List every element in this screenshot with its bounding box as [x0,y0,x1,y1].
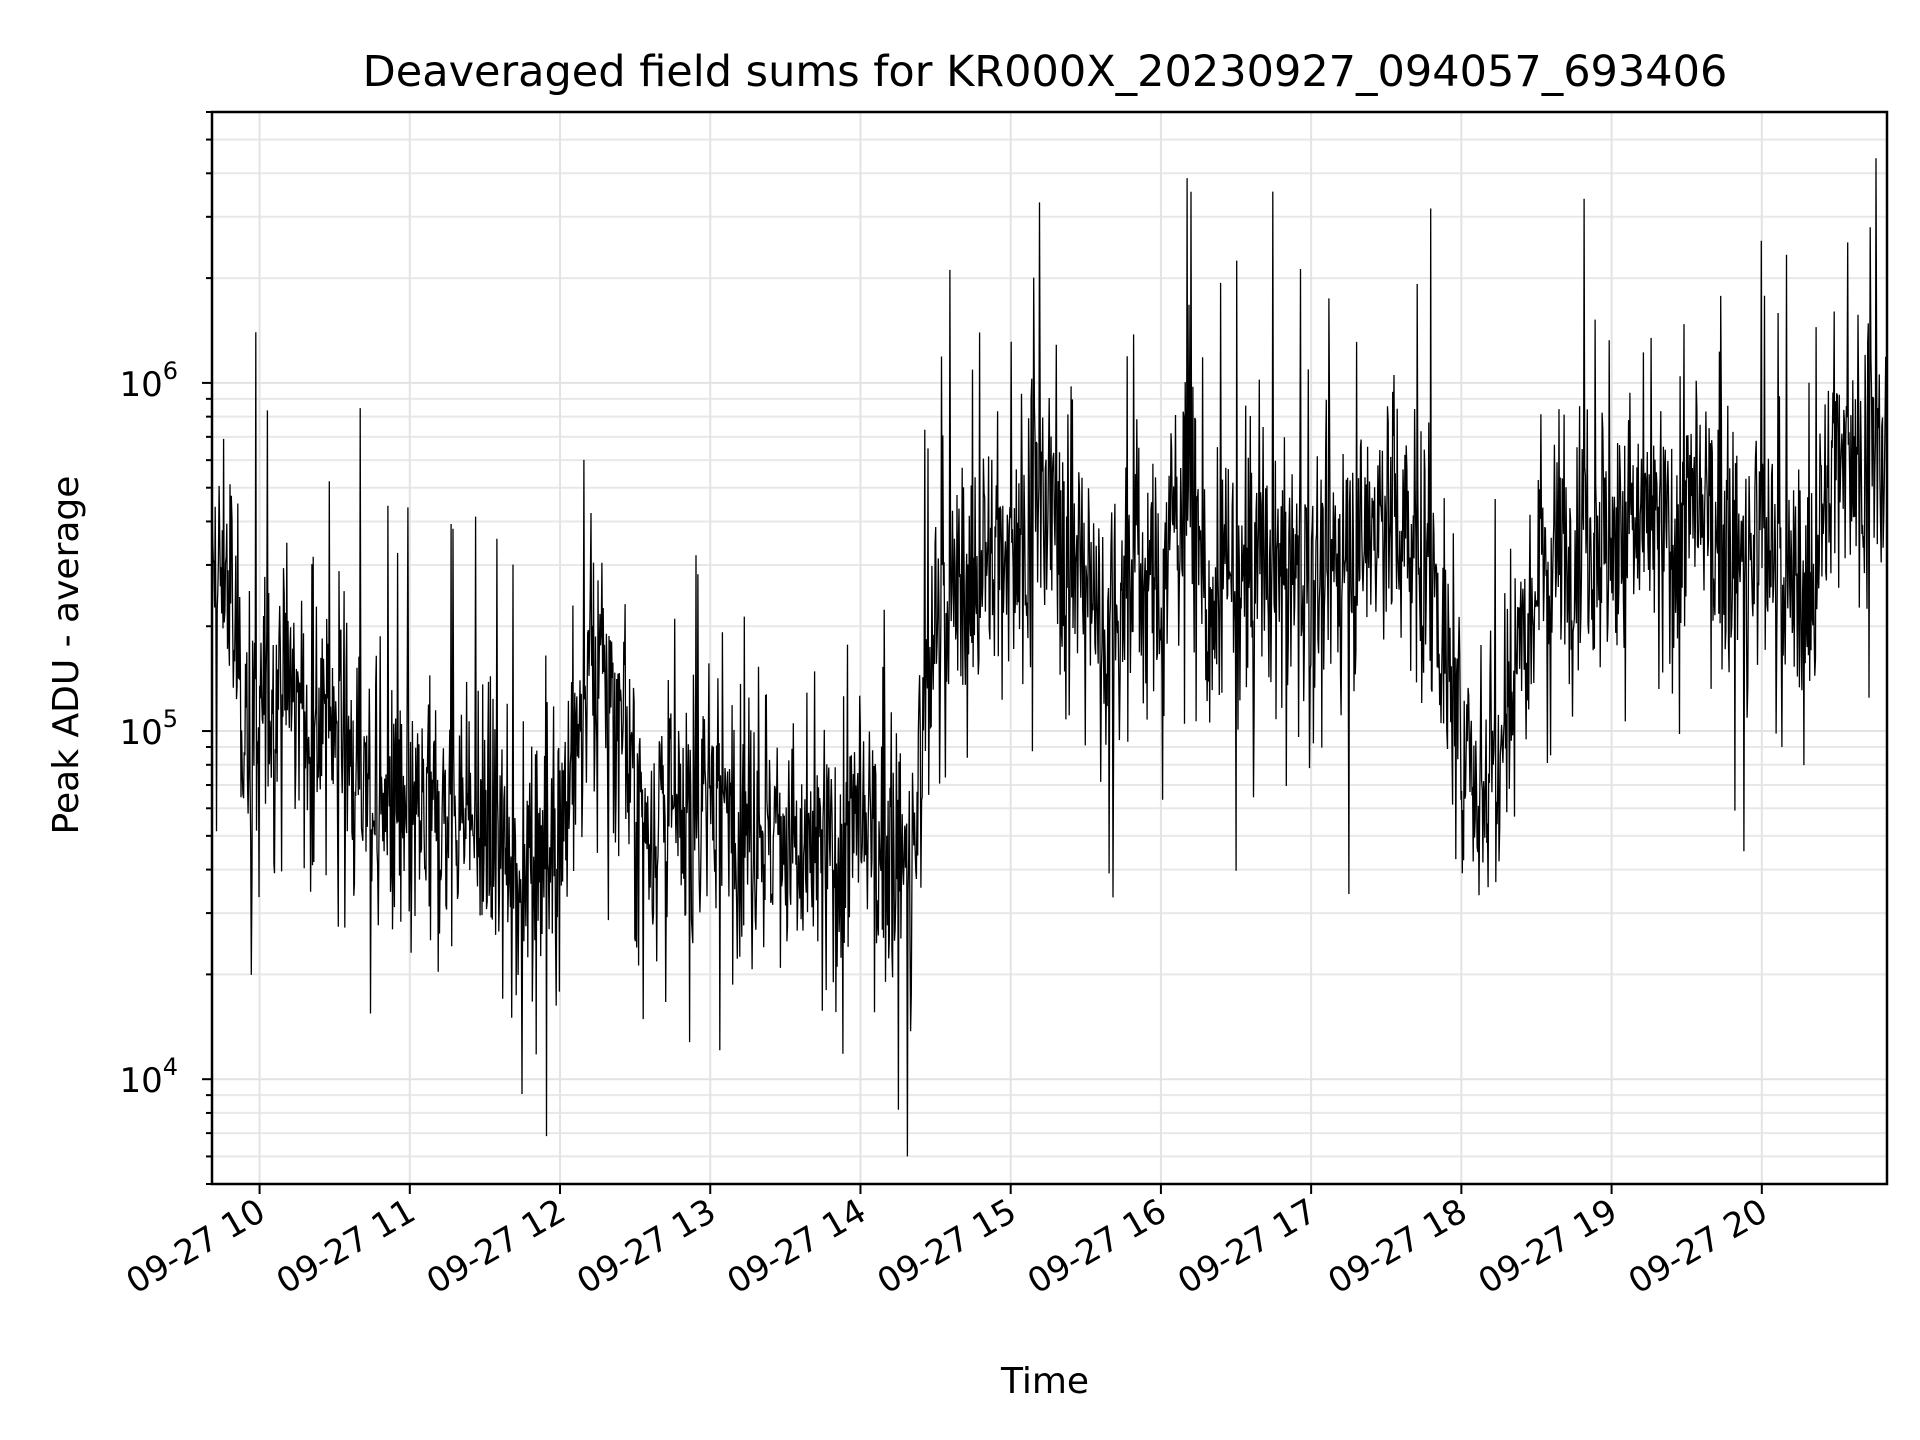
x-tick-label: 09-27 16 [1021,1191,1173,1302]
data-series [211,158,1888,1157]
series-line [211,158,1888,1157]
x-tick-label: 09-27 14 [721,1191,873,1302]
y-tick-exponent: 4 [163,1053,178,1081]
x-tick-label: 09-27 19 [1472,1191,1624,1302]
y-tick-exponent: 5 [163,705,178,733]
y-tick-label: 106 [119,357,178,405]
y-tick-base: 10 [119,713,162,753]
y-axis-label: Peak ADU - average [46,476,87,835]
y-tick-base: 10 [119,365,162,405]
plot-frame [210,110,1889,1186]
x-tick-label: 09-27 12 [420,1191,572,1302]
y-tick-label: 104 [119,1053,178,1101]
x-tick-label: 09-27 17 [1171,1191,1323,1302]
x-axis-label: Time [1000,1361,1089,1402]
x-tick-label: 09-27 11 [270,1191,422,1302]
x-tick-label: 09-27 15 [871,1191,1023,1302]
x-tick-label: 09-27 18 [1321,1191,1473,1302]
y-tick-exponent: 6 [163,357,178,385]
y-tick-label: 105 [119,705,178,753]
x-tick-label: 09-27 10 [120,1191,272,1302]
y-tick-base: 10 [119,1061,162,1101]
chart-title: Deaveraged field sums for KR000X_2023092… [363,47,1728,97]
x-tick-label: 09-27 13 [570,1191,722,1302]
grid-lines [212,111,1887,1185]
x-tick-label: 09-27 20 [1622,1191,1774,1302]
